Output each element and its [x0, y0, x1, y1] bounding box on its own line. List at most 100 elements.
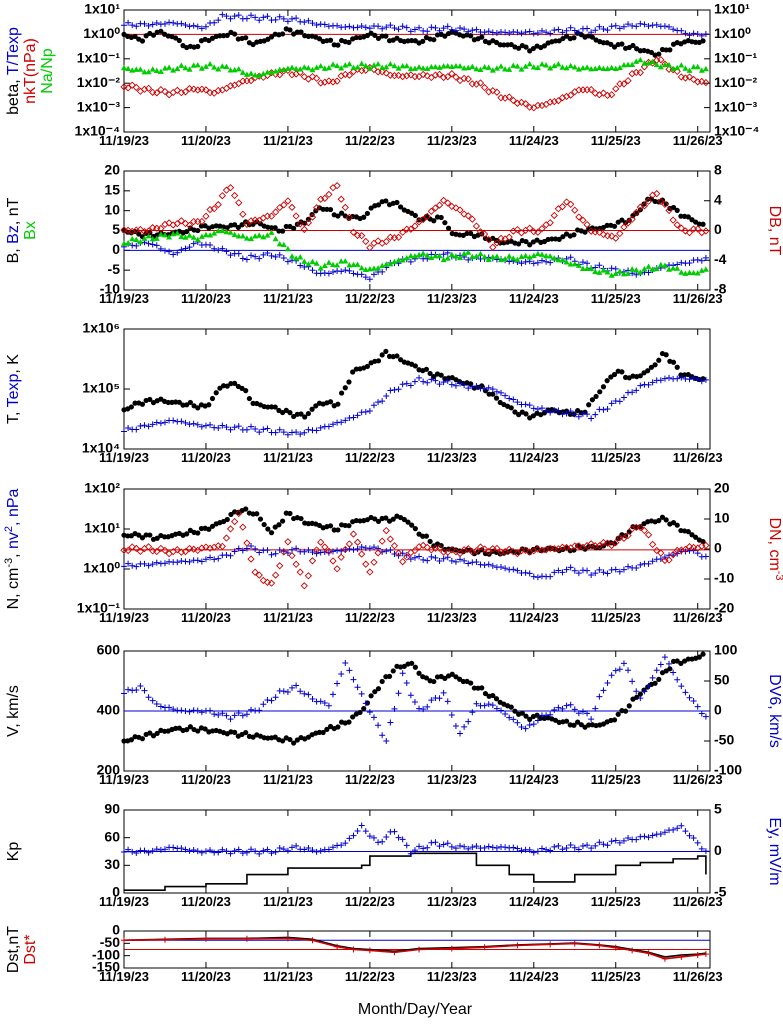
data-point [256, 72, 263, 79]
data-point [379, 64, 386, 70]
data-point [619, 369, 625, 375]
data-point [391, 62, 398, 69]
data-point [527, 242, 533, 248]
data-point [575, 542, 583, 550]
data-point [291, 225, 297, 231]
data-point [309, 267, 316, 274]
data-point [329, 261, 336, 268]
data-point [268, 850, 275, 857]
data-point [648, 540, 657, 549]
data-point [177, 217, 186, 225]
data-point [673, 221, 681, 229]
data-point [534, 64, 541, 71]
data-point [320, 206, 326, 212]
data-point [645, 263, 652, 269]
data-point [399, 558, 407, 566]
data-point [444, 377, 451, 384]
x-tick-label: 11/25/23 [591, 291, 641, 306]
data-point [334, 22, 341, 29]
data-point [534, 848, 541, 855]
data-point [485, 547, 493, 556]
data-point [198, 85, 206, 93]
data-point [530, 721, 537, 728]
data-point [702, 541, 710, 550]
data-point [166, 19, 173, 26]
data-point [387, 22, 394, 29]
data-point [137, 423, 144, 430]
data-point [145, 22, 152, 29]
data-point [526, 254, 533, 260]
data-point [403, 680, 410, 687]
data-point [678, 683, 685, 690]
y-tick-label: 1x10¹ [84, 1, 120, 17]
data-point [547, 711, 554, 718]
data-point [198, 423, 205, 430]
data-point [634, 694, 640, 700]
data-point [325, 77, 333, 85]
data-point [559, 846, 566, 853]
data-point [272, 429, 279, 436]
y2-tick-label: -8 [714, 281, 727, 297]
data-point [338, 268, 345, 275]
data-point [571, 232, 577, 238]
data-point [686, 376, 693, 383]
data-point [386, 673, 393, 679]
data-point [391, 828, 398, 835]
data-point [584, 842, 591, 849]
data-point [346, 23, 353, 30]
series-line [123, 937, 706, 960]
data-point [694, 31, 701, 38]
data-point [157, 703, 164, 710]
y-tick-label: 20 [104, 162, 120, 178]
data-point [555, 26, 562, 33]
data-point [395, 690, 402, 697]
y-tick-label: 0 [112, 884, 120, 900]
data-point [243, 506, 249, 512]
data-point [149, 697, 156, 704]
data-point [206, 544, 214, 552]
data-point [214, 200, 222, 209]
data-point [370, 714, 377, 721]
data-point [272, 225, 278, 231]
data-point [190, 545, 198, 553]
data-point [250, 41, 256, 48]
data-point [420, 533, 426, 539]
data-point [379, 732, 386, 739]
data-point [438, 214, 444, 221]
data-point [595, 542, 603, 550]
data-point [588, 571, 595, 578]
data-point [438, 372, 444, 378]
data-point [604, 378, 610, 384]
data-point [207, 707, 214, 714]
data-point [243, 849, 250, 856]
x-tick-label: 11/19/23 [99, 772, 149, 787]
data-point [530, 30, 537, 37]
data-point [645, 683, 652, 690]
data-point [538, 251, 545, 257]
data-point [584, 25, 591, 32]
data-point [284, 538, 292, 546]
y-tick-label: -50 [100, 934, 120, 950]
data-point [198, 525, 205, 532]
data-point [559, 411, 566, 418]
data-point [165, 219, 173, 227]
data-point [649, 58, 656, 65]
data-point [543, 29, 550, 36]
data-point [464, 212, 472, 220]
data-point [140, 85, 149, 93]
data-point [448, 546, 456, 554]
data-point [362, 274, 369, 281]
data-point [440, 256, 447, 263]
data-point [490, 692, 496, 699]
data-point [546, 219, 554, 227]
data-point [556, 236, 562, 242]
data-point [657, 831, 664, 838]
data-point [424, 65, 431, 71]
data-point [132, 400, 138, 406]
data-point [345, 540, 354, 548]
data-point [187, 399, 193, 406]
data-point [252, 253, 259, 260]
data-point [615, 711, 621, 717]
data-point [324, 726, 330, 732]
data-point [213, 390, 219, 396]
